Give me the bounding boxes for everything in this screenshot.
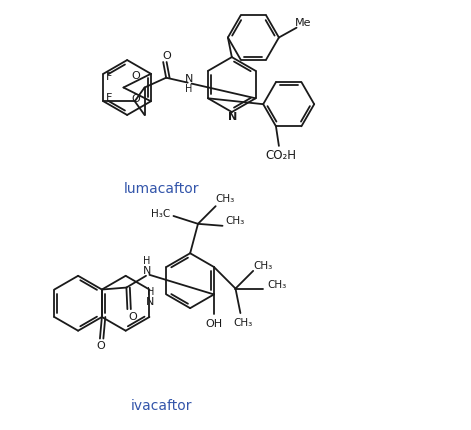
- Text: H: H: [186, 83, 193, 93]
- Text: Me: Me: [295, 18, 312, 28]
- Text: N: N: [185, 74, 194, 84]
- Text: ivacaftor: ivacaftor: [131, 399, 192, 413]
- Text: CH₃: CH₃: [216, 194, 235, 204]
- Text: CH₃: CH₃: [267, 280, 286, 290]
- Text: N: N: [146, 297, 154, 307]
- Text: F: F: [106, 93, 112, 103]
- Text: O: O: [128, 312, 137, 322]
- Text: CO₂H: CO₂H: [265, 149, 296, 162]
- Text: N: N: [143, 266, 151, 276]
- Text: CH₃: CH₃: [253, 261, 273, 271]
- Text: F: F: [106, 72, 112, 82]
- Text: O: O: [131, 94, 140, 104]
- Text: H: H: [143, 256, 151, 266]
- Text: O: O: [97, 341, 106, 351]
- Text: O: O: [162, 51, 171, 61]
- Text: H: H: [147, 288, 154, 298]
- Text: H₃C: H₃C: [151, 209, 171, 219]
- Text: O: O: [131, 71, 140, 81]
- Text: OH: OH: [205, 319, 222, 329]
- Text: lumacaftor: lumacaftor: [124, 181, 199, 196]
- Text: CH₃: CH₃: [226, 216, 245, 226]
- Text: CH₃: CH₃: [234, 318, 253, 328]
- Text: N: N: [228, 112, 237, 122]
